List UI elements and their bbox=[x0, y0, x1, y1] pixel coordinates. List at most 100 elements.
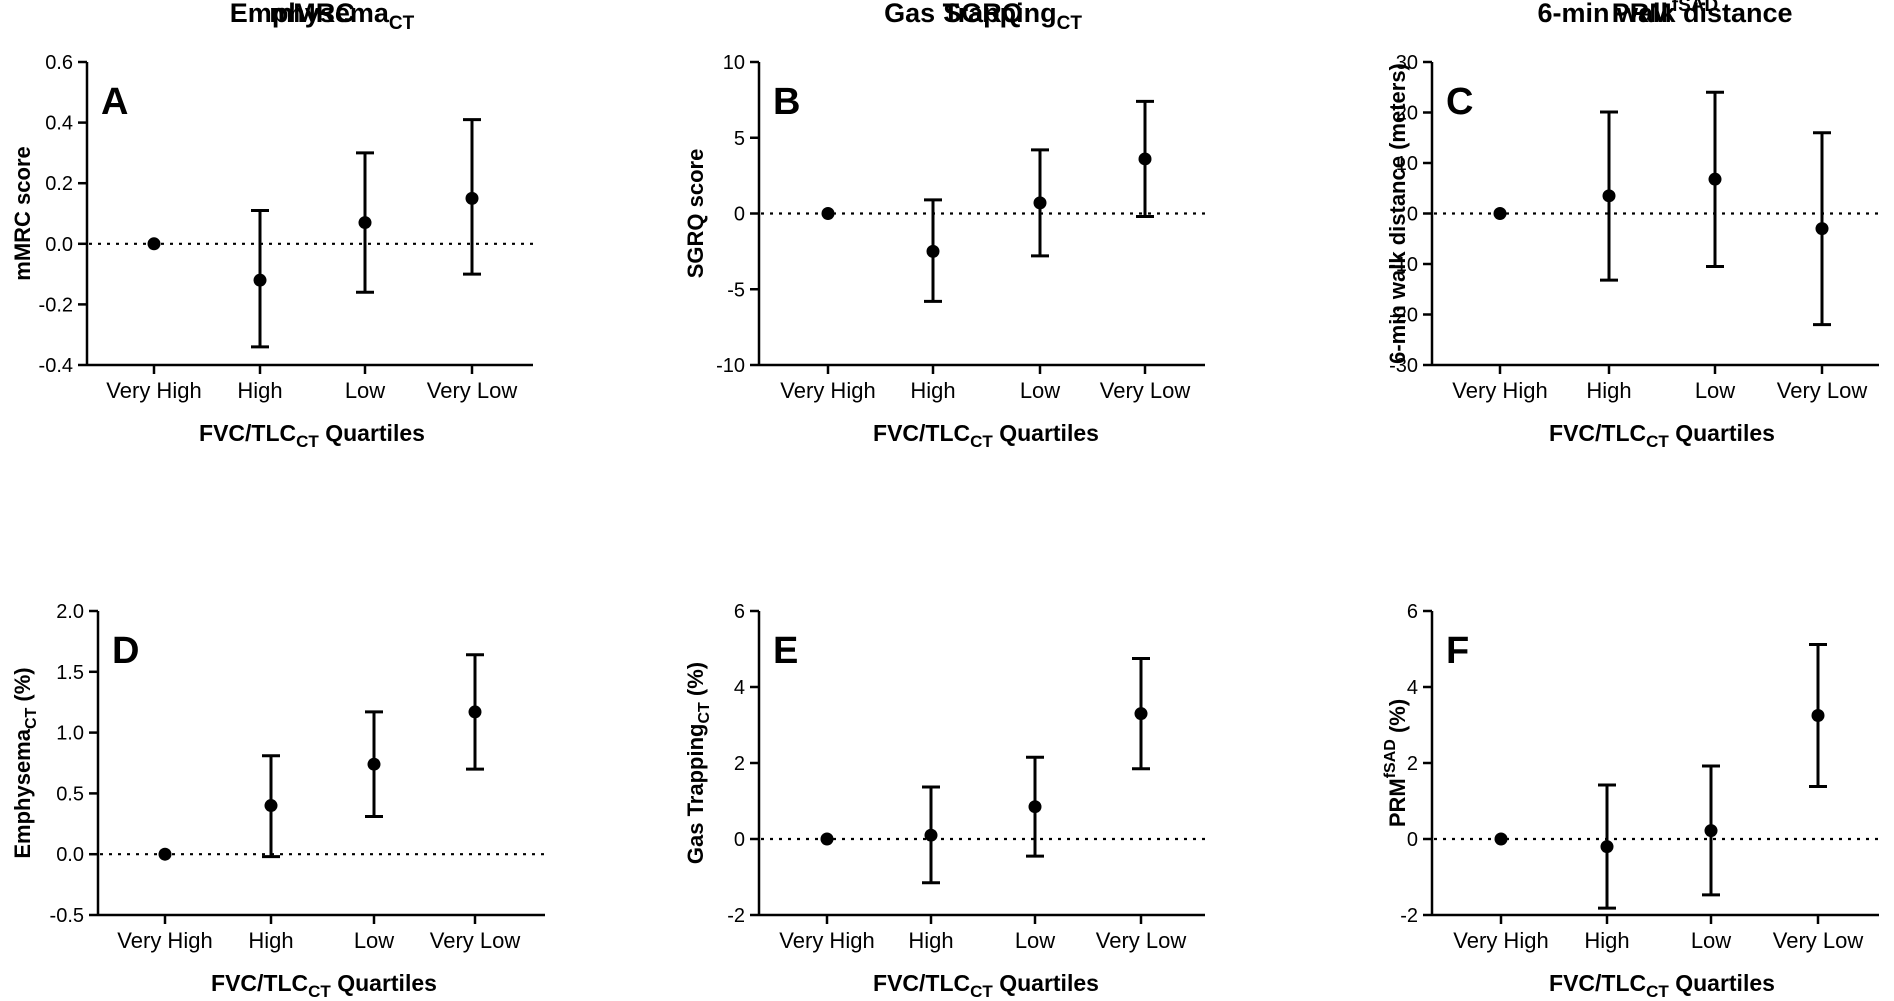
y-tick-label: 0.0 bbox=[45, 234, 73, 256]
x-tick-label: Low bbox=[1015, 928, 1055, 953]
y-axis-label: PRMfSAD (%) bbox=[1382, 699, 1410, 827]
panel-letter: D bbox=[112, 630, 139, 672]
panel-title: Gas TrappingCT bbox=[884, 0, 1082, 34]
data-point bbox=[821, 207, 835, 220]
y-tick-label: -2 bbox=[1400, 905, 1418, 927]
data-point bbox=[1494, 832, 1508, 846]
data-point bbox=[820, 832, 834, 846]
data-point bbox=[1138, 152, 1152, 166]
x-tick-label: High bbox=[1586, 378, 1631, 403]
x-axis-label: FVC/TLCCT Quartiles bbox=[211, 970, 437, 1001]
x-tick-label: Low bbox=[345, 378, 385, 403]
y-tick-label: 1.5 bbox=[56, 662, 84, 684]
y-tick-label: 0.0 bbox=[56, 844, 84, 866]
x-tick-label: Very Low bbox=[427, 378, 518, 403]
y-tick-label: -10 bbox=[716, 355, 745, 377]
y-tick-label: 0 bbox=[734, 204, 745, 226]
data-point bbox=[1600, 840, 1614, 854]
panel-c: 6-min walk distance 30 20 10 0 -10 -20 -30 Very … bbox=[1385, 0, 1879, 451]
y-tick-label: 5 bbox=[734, 128, 745, 150]
data-point bbox=[1028, 800, 1042, 814]
x-tick-label: Very High bbox=[1453, 928, 1548, 953]
data-point bbox=[158, 847, 172, 861]
panel-title: SGRQ bbox=[943, 0, 1023, 28]
x-axis-label: FVC/TLCCT Quartiles bbox=[1549, 970, 1775, 1001]
panel-letter: B bbox=[773, 81, 800, 123]
data-point bbox=[367, 757, 381, 771]
data-point bbox=[1708, 172, 1722, 186]
data-point bbox=[253, 273, 267, 287]
panel-letter: F bbox=[1446, 630, 1469, 672]
y-tick-label: 4 bbox=[1407, 677, 1418, 699]
y-tick-label: 2 bbox=[1407, 753, 1418, 775]
x-tick-label: Low bbox=[354, 928, 394, 953]
x-tick-label: Very Low bbox=[1773, 928, 1864, 953]
y-tick-label: 2.0 bbox=[56, 601, 84, 623]
y-tick-label: 0 bbox=[1407, 829, 1418, 851]
panel-title: 6-min walk distance bbox=[1537, 0, 1792, 28]
data-point bbox=[1493, 207, 1507, 220]
panel-e: Gas TrappingCT 6 4 2 0 -2 Very High High Low Very… bbox=[683, 0, 1205, 1001]
panel-b: SGRQ 10 5 0 -5 -10 Very High High Low Very Low B FV… bbox=[683, 0, 1205, 451]
x-axis-label: FVC/TLCCT Quartiles bbox=[1549, 420, 1775, 451]
y-tick-label: -0.4 bbox=[39, 355, 73, 377]
data-point bbox=[1134, 707, 1148, 721]
x-tick-label: High bbox=[910, 378, 955, 403]
x-tick-label: Very High bbox=[117, 928, 212, 953]
panel-letter: C bbox=[1446, 81, 1473, 123]
y-tick-label: 4 bbox=[734, 677, 745, 699]
y-tick-label: 2 bbox=[734, 753, 745, 775]
y-axis-label: mMRC score bbox=[10, 146, 35, 280]
y-tick-label: -30 bbox=[1389, 355, 1418, 377]
x-tick-label: Very Low bbox=[1100, 378, 1191, 403]
x-tick-label: Low bbox=[1695, 378, 1735, 403]
panel-letter: E bbox=[773, 630, 798, 672]
x-axis-label: FVC/TLCCT Quartiles bbox=[873, 420, 1099, 451]
y-tick-label: 0.6 bbox=[45, 52, 73, 74]
x-tick-label: Low bbox=[1691, 928, 1731, 953]
y-tick-label: -0.5 bbox=[50, 905, 84, 927]
y-tick-label: -10 bbox=[1389, 254, 1418, 276]
x-tick-label: Very High bbox=[780, 378, 875, 403]
x-axis-label: FVC/TLCCT Quartiles bbox=[873, 970, 1099, 1001]
y-tick-label: 0.4 bbox=[45, 113, 73, 135]
x-tick-label: Very Low bbox=[430, 928, 521, 953]
y-tick-label: 10 bbox=[723, 52, 745, 74]
data-point bbox=[926, 244, 940, 258]
x-tick-label: Very Low bbox=[1777, 378, 1868, 403]
y-axis-label: SGRQ score bbox=[683, 149, 708, 279]
x-tick-label: High bbox=[248, 928, 293, 953]
panel-a: mMRC 0.6 0.4 0.2 0.0 -0.2 -0.4 Very High High Low… bbox=[10, 0, 533, 451]
data-point bbox=[1033, 196, 1047, 210]
x-tick-label: High bbox=[908, 928, 953, 953]
y-tick-label: 6 bbox=[1407, 601, 1418, 623]
x-tick-label: Very Low bbox=[1096, 928, 1187, 953]
data-point bbox=[1811, 709, 1825, 722]
x-tick-label: Very High bbox=[1452, 378, 1547, 403]
y-axis-label: EmphysemaCT (%) bbox=[10, 667, 40, 858]
data-point bbox=[924, 828, 938, 842]
data-point bbox=[468, 705, 482, 719]
y-tick-label: 30 bbox=[1396, 52, 1418, 74]
data-point bbox=[358, 216, 372, 230]
y-tick-label: 0 bbox=[1407, 204, 1418, 226]
y-tick-label: -20 bbox=[1389, 305, 1418, 327]
y-tick-label: -2 bbox=[727, 905, 745, 927]
y-tick-label: 20 bbox=[1396, 103, 1418, 125]
y-tick-label: 10 bbox=[1396, 153, 1418, 175]
y-axis-label: Gas TrappingCT (%) bbox=[683, 662, 713, 864]
y-tick-label: 0.5 bbox=[56, 783, 84, 805]
data-point bbox=[1815, 222, 1829, 236]
x-tick-label: High bbox=[1584, 928, 1629, 953]
data-point bbox=[465, 191, 479, 205]
y-tick-label: 0 bbox=[734, 829, 745, 851]
x-tick-label: High bbox=[237, 378, 282, 403]
panel-title: PRMfSAD bbox=[1612, 0, 1718, 28]
data-point bbox=[1602, 189, 1616, 203]
panel-letter: A bbox=[101, 81, 128, 123]
data-point bbox=[264, 799, 278, 813]
data-point bbox=[1704, 824, 1718, 838]
y-axis-label: 6-min walk distance (meters) bbox=[1385, 63, 1410, 364]
